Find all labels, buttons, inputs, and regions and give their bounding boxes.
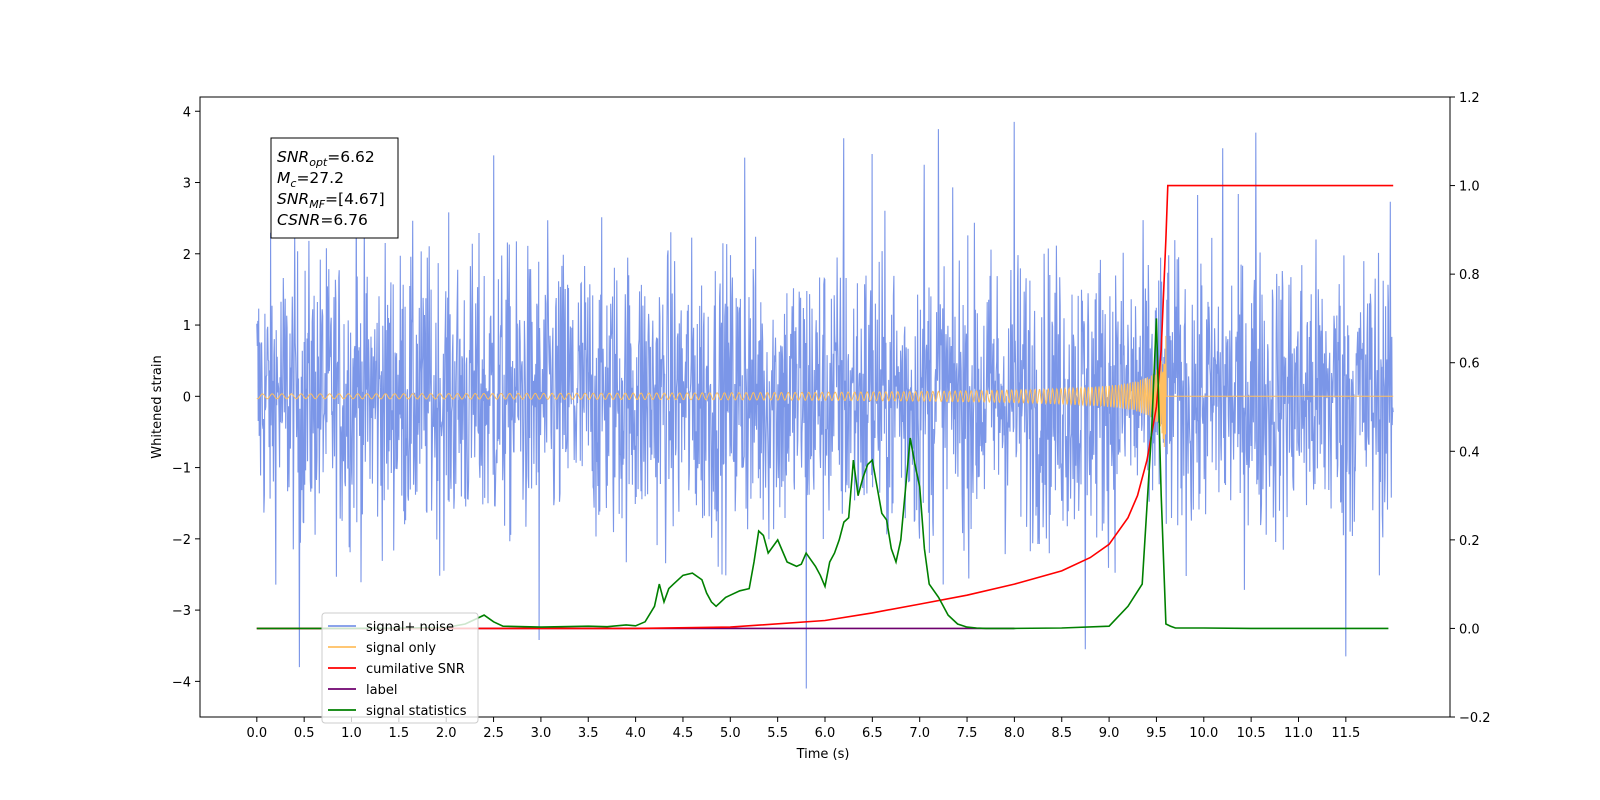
annotation-subscript: MF	[309, 198, 325, 211]
signal-only-series	[256, 335, 1394, 448]
x-tick-label: 4.5	[673, 726, 694, 741]
y-axis-label-left: Whitened strain	[150, 355, 165, 458]
annotation-symbol: SNR	[277, 190, 309, 208]
x-tick-label: 3.5	[578, 726, 599, 741]
y-axis-right: 1.2 1.0 0.8 0.6 0.4 0.2 0.0 −0.2	[1450, 91, 1491, 726]
x-tick-label: 11.5	[1331, 726, 1360, 741]
y-right-tick-label: 0.2	[1459, 534, 1480, 549]
x-axis: 0.0 0.5 1.0 1.5 2.0 2.5 3.0 3.5 4.0 4.5 5.0 5.5 6.0 6…	[246, 717, 1360, 741]
x-tick-label: 10.0	[1189, 726, 1218, 741]
x-tick-label: 5.0	[720, 726, 741, 741]
y-right-tick-label: 0.8	[1459, 268, 1480, 283]
x-axis-label: Time (s)	[796, 747, 850, 762]
x-tick-label: 11.0	[1284, 726, 1313, 741]
y-left-tick-label: −4	[172, 675, 191, 690]
x-tick-label: 2.5	[483, 726, 504, 741]
y-right-tick-label: 0.6	[1459, 357, 1480, 372]
y-axis-left: 4 3 2 1 0 −1 −2 −3 −4	[172, 105, 200, 690]
signal-only-line	[256, 335, 1394, 448]
annotation-line: SNRopt=6.62	[277, 148, 375, 169]
y-left-tick-label: 4	[183, 105, 191, 120]
x-tick-label: 2.0	[436, 726, 457, 741]
x-tick-label: 6.5	[862, 726, 883, 741]
annotation-subscript: c	[290, 177, 296, 190]
y-right-tick-label: −0.2	[1459, 711, 1491, 726]
annotation-value: =6.62	[327, 148, 375, 166]
y-right-tick-label: 1.2	[1459, 91, 1480, 106]
y-right-tick-label: 1.0	[1459, 180, 1480, 195]
legend: signal+ noise signal only cumilative SNR la…	[321, 612, 479, 724]
x-tick-label: 8.0	[1004, 726, 1025, 741]
x-tick-label: 10.5	[1237, 726, 1266, 741]
x-tick-label: 3.0	[531, 726, 552, 741]
annotation-symbol: M	[277, 169, 290, 187]
x-tick-label: 7.5	[957, 726, 978, 741]
plot-area	[256, 121, 1394, 689]
y-left-tick-label: 0	[183, 390, 191, 405]
x-tick-label: 4.0	[625, 726, 646, 741]
x-tick-label: 5.5	[767, 726, 788, 741]
x-tick-label: 1.0	[341, 726, 362, 741]
x-tick-label: 6.0	[815, 726, 836, 741]
y-left-tick-label: −2	[172, 533, 191, 548]
x-tick-label: 8.5	[1051, 726, 1072, 741]
annotation-value: =6.76	[320, 211, 368, 229]
legend-entry: signal only	[366, 641, 436, 656]
legend-box	[321, 612, 479, 724]
annotation-line: SNRMF=[4.67]	[277, 190, 385, 211]
y-left-tick-label: 1	[183, 319, 191, 334]
x-tick-label: 9.0	[1099, 726, 1120, 741]
signal-noise-series	[256, 121, 1394, 689]
x-tick-label: 7.0	[909, 726, 930, 741]
legend-entry: label	[366, 683, 397, 698]
annotation-value: =27.2	[296, 169, 344, 187]
annotation-line: Mc=27.2	[277, 169, 344, 190]
y-left-tick-label: −1	[172, 462, 191, 477]
y-left-tick-label: 2	[183, 248, 191, 263]
legend-entry: signal+ noise	[366, 620, 454, 635]
legend-entry: signal statistics	[366, 704, 467, 719]
cumilative-snr-line	[256, 184, 1394, 630]
annotation-subscript: opt	[309, 156, 328, 169]
x-tick-label: 0.0	[246, 726, 267, 741]
y-left-tick-label: −3	[172, 604, 191, 619]
y-right-tick-label: 0.0	[1459, 622, 1480, 637]
y-right-tick-label: 0.4	[1459, 445, 1480, 460]
legend-entry: cumilative SNR	[366, 662, 465, 677]
y-left-tick-label: 3	[183, 177, 191, 192]
annotation-value: =[4.67]	[325, 190, 385, 208]
signal-statistics-line	[256, 318, 1389, 630]
x-tick-label: 0.5	[294, 726, 315, 741]
annotation-line: CSNR=6.76	[277, 211, 368, 229]
x-tick-label: 9.5	[1146, 726, 1167, 741]
annotation-symbol: SNR	[277, 148, 309, 166]
annotation-symbol: CSNR	[277, 211, 320, 229]
signal-noise-line	[256, 121, 1394, 689]
x-tick-label: 1.5	[389, 726, 410, 741]
annotation-box	[270, 137, 399, 239]
